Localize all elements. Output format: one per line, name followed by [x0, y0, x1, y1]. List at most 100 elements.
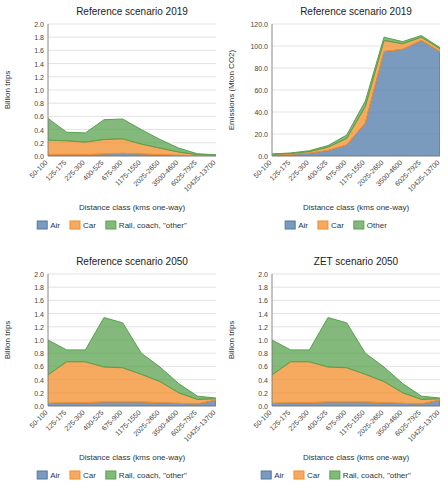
y-tick-label: 20.0 [254, 131, 268, 138]
legend-label: Rail, coach, "other" [119, 221, 187, 230]
grid-line [48, 76, 216, 77]
figure: Reference scenario 20190.00.20.40.60.81.… [0, 0, 448, 500]
y-axis [272, 24, 273, 156]
y-tick-label: 0.2 [34, 390, 44, 397]
x-tick-label: 10425-13700 [407, 159, 441, 193]
legend-label: Car [83, 221, 96, 230]
grid-line [48, 116, 216, 117]
y-tick-label: 1.6 [34, 297, 44, 304]
grid-line [48, 37, 216, 38]
legend-label: Rail, coach, "other" [343, 471, 411, 480]
y-tick-label: 100.0 [250, 43, 268, 50]
grid-line [272, 406, 440, 407]
legend-label: Air [274, 471, 284, 480]
grid-line [48, 156, 216, 157]
grid-line [48, 406, 216, 407]
legend: AirCarRail, coach, "other" [37, 471, 187, 480]
x-tick-label: 10425-13700 [183, 409, 217, 443]
area [272, 37, 440, 155]
panel: Reference scenario 20190.00.20.40.60.81.… [3, 6, 217, 230]
y-tick-label: 0.8 [34, 350, 44, 357]
y-axis-label: Billion trips [3, 321, 12, 360]
y-tick-label: 1.8 [34, 284, 44, 291]
y-axis-label: Billion trips [3, 71, 12, 110]
grid-line [48, 103, 216, 104]
title: Reference scenario 2019 [300, 6, 412, 17]
area [272, 318, 440, 400]
area [48, 318, 216, 400]
x-axis [272, 156, 440, 157]
grid-line [272, 274, 440, 275]
legend-swatch [261, 471, 271, 479]
grid-line [48, 326, 216, 327]
legend-swatch [330, 471, 340, 479]
background [0, 0, 448, 500]
x-axis [272, 406, 440, 407]
y-tick-label: 2.0 [34, 271, 44, 278]
y-tick-label: 0.4 [34, 127, 44, 134]
grid-line [272, 156, 440, 157]
x-axis-label: Distance class (kms one-way) [303, 453, 410, 462]
grid-line [272, 300, 440, 301]
y-tick-label: 1.2 [34, 324, 44, 331]
legend-swatch [285, 221, 295, 229]
y-tick-label: 0.2 [258, 390, 268, 397]
legend-swatch [37, 471, 47, 479]
y-tick-label: 1.8 [34, 34, 44, 41]
y-tick-label: 60.0 [254, 87, 268, 94]
legend-label: Air [298, 221, 308, 230]
y-axis [48, 274, 49, 406]
y-tick-label: 1.6 [34, 47, 44, 54]
title: Reference scenario 2019 [76, 6, 188, 17]
grid-line [272, 24, 440, 25]
plot-area [48, 118, 216, 156]
plot-area [272, 318, 440, 406]
y-tick-label: 1.0 [34, 87, 44, 94]
title: ZET scenario 2050 [314, 256, 399, 267]
grid-line [48, 274, 216, 275]
area [48, 118, 216, 155]
y-axis-label: Billion trips [227, 321, 236, 360]
legend-label: Other [367, 221, 387, 230]
y-tick-label: 0.2 [34, 140, 44, 147]
x-tick-label: 10425-13700 [407, 409, 441, 443]
y-tick-label: 1.4 [34, 61, 44, 68]
y-tick-label: 1.8 [258, 284, 268, 291]
legend-swatch [354, 221, 364, 229]
legend-label: Air [50, 471, 60, 480]
y-tick-label: 120.0 [250, 21, 268, 28]
y-axis [48, 24, 49, 156]
panel: ZET scenario 20500.00.20.40.60.81.01.21.… [227, 256, 441, 480]
plot-area [48, 318, 216, 406]
legend-swatch [318, 221, 328, 229]
grid-line [48, 300, 216, 301]
legend-swatch [106, 471, 116, 479]
y-axis [272, 274, 273, 406]
y-tick-label: 1.2 [258, 324, 268, 331]
panel: Reference scenario 20500.00.20.40.60.81.… [3, 256, 217, 480]
y-tick-label: 1.6 [258, 297, 268, 304]
legend-swatch [294, 471, 304, 479]
y-tick-label: 1.4 [34, 311, 44, 318]
x-axis-label: Distance class (kms one-way) [79, 203, 186, 212]
y-tick-label: 2.0 [34, 21, 44, 28]
y-tick-label: 80.0 [254, 65, 268, 72]
y-tick-label: 1.0 [34, 337, 44, 344]
plot-area [272, 36, 440, 156]
legend: AirCarRail, coach, "other" [37, 221, 187, 230]
legend-label: Rail, coach, "other" [119, 471, 187, 480]
grid-line [272, 326, 440, 327]
x-axis [48, 406, 216, 407]
y-tick-label: 1.0 [258, 337, 268, 344]
legend: AirCarOther [285, 221, 387, 230]
panel: Reference scenario 20190.020.040.060.080… [227, 6, 441, 230]
x-axis-label: Distance class (kms one-way) [303, 203, 410, 212]
y-tick-label: 0.6 [258, 363, 268, 370]
y-tick-label: 40.0 [254, 109, 268, 116]
legend-swatch [70, 471, 80, 479]
legend: Air Car Rail, coach, "other" [261, 471, 411, 480]
y-tick-label: 2.0 [258, 271, 268, 278]
y-tick-label: 0.6 [34, 113, 44, 120]
legend-label: Car [307, 471, 320, 480]
x-axis-label: Distance class (kms one-way) [79, 453, 186, 462]
